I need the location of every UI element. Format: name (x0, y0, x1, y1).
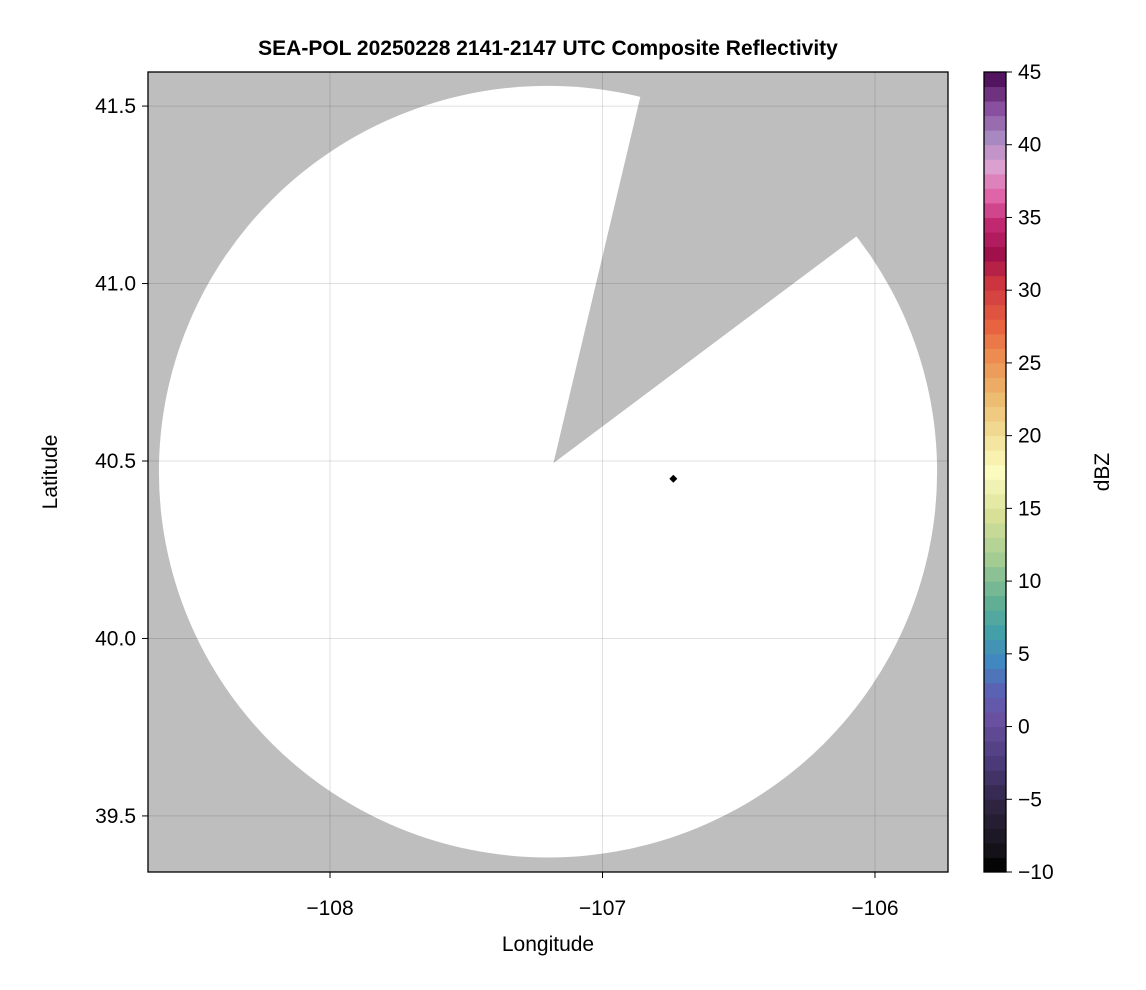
colorbar-bin (984, 741, 1006, 757)
colorbar-bin (984, 668, 1006, 684)
colorbar-bin (984, 726, 1006, 742)
x-tick-label: −108 (306, 897, 353, 920)
colorbar-tick-label: 20 (1018, 425, 1041, 448)
x-axis-label: Longitude (502, 933, 594, 956)
colorbar-bin (984, 682, 1006, 698)
colorbar-bin (984, 624, 1006, 640)
colorbar-bin (984, 479, 1006, 495)
colorbar-bin (984, 712, 1006, 728)
x-tick-label: −107 (579, 897, 626, 920)
colorbar-bin (984, 232, 1006, 248)
y-ticks: 39.5 40.0 40.5 41.0 41.5 (95, 95, 148, 828)
colorbar-bin (984, 537, 1006, 553)
colorbar-tick-label: −10 (1018, 861, 1054, 884)
x-ticks: −108 −107 −106 (306, 872, 899, 920)
colorbar-bin (984, 813, 1006, 829)
colorbar-bin (984, 290, 1006, 306)
x-tick-label: −106 (851, 897, 898, 920)
colorbar-bin (984, 86, 1006, 102)
colorbar-tick-label: 0 (1018, 716, 1030, 739)
colorbar-tick-label: 5 (1018, 643, 1030, 666)
colorbar-tick-label: 15 (1018, 497, 1041, 520)
colorbar-bin (984, 362, 1006, 378)
colorbar-label: dBZ (1091, 453, 1114, 492)
colorbar-bin (984, 552, 1006, 568)
colorbar-bin (984, 246, 1006, 262)
colorbar-bin (984, 144, 1006, 160)
colorbar-tick-label: 35 (1018, 206, 1041, 229)
colorbar-bin (984, 101, 1006, 117)
colorbar-bin (984, 828, 1006, 844)
colorbar-bin (984, 508, 1006, 524)
colorbar-bin (984, 857, 1006, 873)
colorbar-bin (984, 159, 1006, 175)
y-tick-label: 40.5 (95, 450, 136, 473)
colorbar-bin (984, 421, 1006, 437)
blocked-sector (553, 72, 948, 464)
colorbar-bin (984, 450, 1006, 466)
colorbar-bin (984, 653, 1006, 669)
y-tick-label: 40.0 (95, 627, 136, 650)
colorbar-frame (983, 71, 1007, 873)
colorbar-bin (984, 348, 1006, 364)
y-tick-label: 39.5 (95, 805, 136, 828)
colorbar-tick-label: 30 (1018, 279, 1041, 302)
colorbar-bin (984, 697, 1006, 713)
colorbar-bin (984, 261, 1006, 277)
colorbar-bin (984, 188, 1006, 204)
colorbar-bin (984, 202, 1006, 218)
colorbar-bin (984, 610, 1006, 626)
colorbar-bin (984, 581, 1006, 597)
colorbar-bin (984, 770, 1006, 786)
colorbar-bin (984, 217, 1006, 233)
y-tick-label: 41.0 (95, 273, 136, 296)
colorbar-bin (984, 115, 1006, 131)
colorbar-bin (984, 566, 1006, 582)
colorbar-bin (984, 406, 1006, 422)
colorbar-bin (984, 595, 1006, 611)
colorbar-bin (984, 275, 1006, 291)
colorbar-bin (984, 130, 1006, 146)
colorbar-bin (984, 173, 1006, 189)
colorbar-tick-label: 10 (1018, 570, 1041, 593)
colorbar-bin (984, 493, 1006, 509)
colorbar-bin (984, 784, 1006, 800)
colorbar-tick-label: 40 (1018, 134, 1041, 157)
colorbar-bin (984, 799, 1006, 815)
colorbar-bin (984, 435, 1006, 451)
chart-title: SEA-POL 20250228 2141-2147 UTC Composite… (258, 37, 838, 60)
colorbar-bin (984, 304, 1006, 320)
colorbar-bin (984, 639, 1006, 655)
colorbar-bin (984, 522, 1006, 538)
y-axis-label: Latitude (39, 435, 62, 510)
colorbar-tick-label: 25 (1018, 352, 1041, 375)
colorbar-bin (984, 755, 1006, 771)
colorbar-bin (984, 392, 1006, 408)
colorbar-bin (984, 333, 1006, 349)
colorbar-bin (984, 319, 1006, 335)
colorbar: −10 −5 0 5 10 15 20 25 30 35 40 45 (983, 61, 1054, 884)
plot-content (148, 72, 948, 872)
colorbar-bin (984, 464, 1006, 480)
colorbar-tick-label: −5 (1018, 788, 1042, 811)
colorbar-bin (984, 377, 1006, 393)
colorbar-bin (984, 72, 1006, 88)
plot-frame (147, 71, 949, 873)
marker-diamond (669, 474, 678, 483)
y-tick-label: 41.5 (95, 95, 136, 118)
colorbar-tick-label: 45 (1018, 61, 1041, 84)
colorbar-bin (984, 842, 1006, 858)
plot-area (147, 71, 949, 873)
